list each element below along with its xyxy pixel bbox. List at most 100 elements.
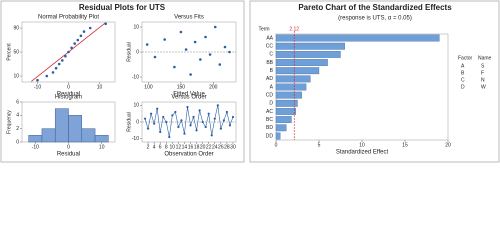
x-tick-label: 20 [200, 144, 206, 150]
x-tick-label: 0 [275, 142, 278, 148]
bar [275, 108, 296, 115]
y-tick-label: AC [266, 109, 273, 115]
point [193, 40, 197, 44]
point [231, 115, 235, 119]
bar [94, 135, 109, 143]
x-tick-label: 2 [147, 144, 150, 150]
x-tick-label: 0 [67, 84, 70, 90]
point [222, 119, 225, 122]
bar [275, 75, 311, 83]
point [201, 120, 204, 124]
y-axis-label: Residual [126, 42, 132, 61]
x-tick-label: 0 [67, 144, 70, 150]
point [153, 122, 156, 125]
x-tick-label: 10 [359, 142, 365, 148]
y-tick-label: 6 [16, 99, 19, 105]
point [204, 35, 207, 39]
point [204, 125, 207, 129]
bar [275, 83, 307, 91]
y-tick-label: 90 [13, 25, 19, 31]
point [146, 127, 150, 130]
point [184, 48, 188, 51]
point [54, 66, 58, 70]
point [213, 25, 217, 29]
bar [28, 135, 43, 143]
point [210, 134, 213, 137]
point [207, 112, 210, 115]
point [143, 117, 147, 120]
point [165, 120, 168, 124]
bar [275, 50, 341, 58]
point [51, 71, 55, 74]
point [195, 129, 198, 132]
point [162, 115, 165, 119]
legend-cell: S [481, 63, 485, 69]
point [171, 114, 174, 117]
series-line [144, 105, 234, 138]
bar [54, 108, 69, 143]
point [173, 65, 176, 69]
y-axis-label: Residual [126, 112, 132, 131]
x-tick-label: 150 [177, 84, 186, 90]
y-tick-label: CC [266, 44, 274, 50]
point [216, 104, 219, 107]
bar [81, 128, 96, 143]
bar [275, 91, 302, 99]
point [145, 43, 149, 46]
figure-title: Residual Plots for UTS [79, 3, 166, 12]
x-axis-label: Residual [57, 152, 80, 158]
point [76, 38, 80, 42]
y-tick-label: -10 [132, 136, 139, 142]
legend-cell: F [481, 70, 484, 76]
y-axis-label: Term [258, 26, 269, 32]
point [225, 110, 229, 114]
point [149, 112, 153, 115]
point [174, 110, 177, 114]
chart-title: Versus Fits [174, 15, 204, 21]
point [199, 58, 202, 61]
x-tick-label: 24 [212, 144, 218, 150]
point [218, 63, 222, 66]
point [228, 124, 232, 127]
chart-title: Normal Probability Plot [38, 15, 99, 21]
bar [275, 132, 281, 140]
point [186, 105, 189, 109]
y-tick-label: B [270, 68, 274, 74]
y-tick-label: D [269, 101, 273, 107]
x-axis-label: Fitted Value [173, 92, 205, 98]
point [45, 74, 49, 78]
legend-cell: B [461, 70, 465, 76]
y-tick-label: 0 [136, 119, 139, 125]
y-axis-label: Percent [6, 43, 12, 61]
bar [275, 116, 292, 124]
point [198, 109, 201, 112]
point [183, 132, 186, 135]
point [70, 46, 73, 50]
point [179, 30, 183, 34]
x-tick-label: 16 [188, 144, 194, 150]
x-tick-label: 10 [97, 84, 103, 90]
bar [275, 34, 440, 42]
bar [275, 42, 345, 50]
x-tick-label: 4 [153, 144, 156, 150]
point [189, 124, 192, 127]
bar [275, 99, 298, 107]
point [180, 119, 183, 122]
y-tick-label: 50 [13, 49, 19, 55]
bar [275, 59, 328, 66]
y-tick-label: BD [266, 125, 273, 131]
x-tick-label: 28 [224, 144, 230, 150]
y-tick-label: DD [266, 133, 274, 139]
point [168, 135, 171, 139]
x-tick-label: 26 [218, 144, 224, 150]
point [36, 78, 39, 82]
chart-title: Pareto Chart of the Standardized Effects [298, 3, 452, 12]
reference-label: 2.12 [289, 26, 299, 32]
point [213, 117, 216, 120]
legend-header: Factor [458, 55, 473, 61]
x-tick-label: 22 [206, 144, 212, 150]
x-tick-label: 200 [209, 84, 218, 90]
legend-cell: D [461, 84, 465, 90]
point [73, 42, 76, 45]
x-tick-label: -10 [34, 84, 41, 90]
